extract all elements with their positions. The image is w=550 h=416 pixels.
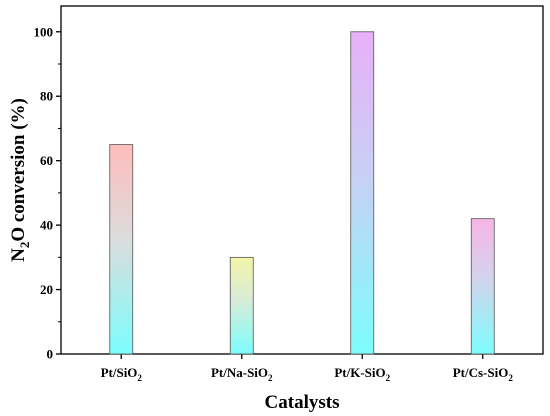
bar — [229, 256, 254, 355]
plot-frame — [60, 5, 544, 355]
bars-group — [109, 31, 495, 355]
x-tick-label: Pt/Na-SiO2 — [211, 365, 273, 383]
x-tick-label-subscript: 2 — [508, 373, 513, 383]
bar — [350, 31, 375, 355]
y-axis: 0 20 40 60 80 100 — [34, 24, 61, 362]
y-tick-label: 80 — [40, 89, 53, 104]
x-tick-label-subscript: 2 — [268, 373, 273, 383]
bar — [109, 144, 134, 355]
x-axis-title: Catalysts — [265, 392, 340, 413]
x-tick-label: Pt/Cs-SiO2 — [453, 365, 514, 383]
y-axis-title-part2: O conversion (%) — [8, 98, 29, 242]
x-tick-label-subscript: 2 — [137, 373, 142, 383]
y-tick-label: 20 — [40, 282, 53, 297]
x-axis: Pt/SiO2 Pt/Na-SiO2 Pt/K-SiO2 Pt/Cs-SiO2 — [101, 354, 514, 383]
y-tick-label: 0 — [47, 347, 54, 362]
x-tick-label-base: Pt/SiO — [101, 365, 138, 380]
x-tick-label-base: Pt/K-SiO — [334, 365, 385, 380]
y-tick-label: 100 — [34, 24, 54, 39]
x-tick-label-base: Pt/Cs-SiO — [453, 365, 509, 380]
x-tick-label-subscript: 2 — [386, 373, 391, 383]
y-tick-label: 40 — [40, 218, 53, 233]
y-axis-title-subscript: 2 — [17, 242, 32, 249]
x-tick-label: Pt/SiO2 — [101, 365, 143, 383]
y-axis-title: N2O conversion (%) — [8, 98, 32, 262]
y-tick-label: 60 — [40, 153, 53, 168]
y-axis-title-part1: N — [8, 248, 29, 262]
x-tick-label: Pt/K-SiO2 — [334, 365, 390, 383]
x-tick-label-base: Pt/Na-SiO — [211, 365, 268, 380]
bar — [470, 218, 495, 355]
